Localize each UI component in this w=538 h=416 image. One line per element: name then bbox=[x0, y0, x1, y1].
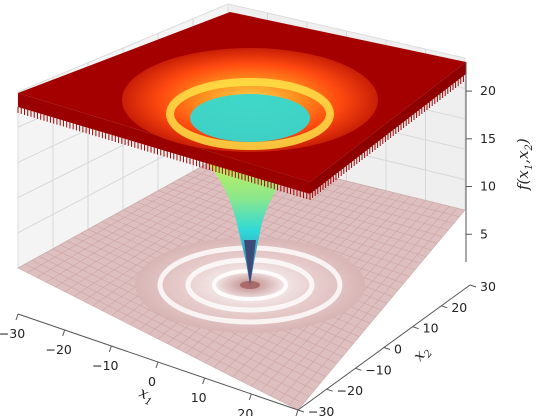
y-axis-ticks: −30−20−100 10 20 30 bbox=[297, 279, 496, 416]
surface-fringe bbox=[17, 74, 467, 200]
z-tick-label: 5 bbox=[480, 226, 488, 241]
surface-funnel-tip bbox=[244, 240, 256, 285]
y-tick-label: −30 bbox=[308, 404, 334, 416]
z-axis-label: f(x1,x2) bbox=[514, 138, 535, 191]
x-tick-label: 10 bbox=[191, 390, 207, 405]
y-tick-label: 10 bbox=[423, 321, 439, 336]
y-tick-mark bbox=[412, 326, 419, 330]
y-tick-label: −10 bbox=[365, 362, 391, 377]
x-tick-label: 0 bbox=[148, 374, 156, 389]
floor-grid-line bbox=[297, 209, 466, 411]
x-tick-label: −20 bbox=[45, 342, 71, 357]
x-tick-label: 20 bbox=[237, 406, 253, 416]
y-tick-label: 20 bbox=[451, 300, 467, 315]
floor-grid-line bbox=[288, 207, 458, 406]
x-tick-label: −30 bbox=[0, 326, 25, 341]
x-tick-mark bbox=[202, 377, 206, 385]
surface-plateau-front-left bbox=[18, 93, 310, 194]
x-tick-mark bbox=[155, 361, 159, 369]
y-tick-label: 30 bbox=[480, 279, 496, 294]
y-tick-label: −20 bbox=[337, 383, 363, 398]
x-tick-mark bbox=[62, 329, 66, 337]
z-axis-ticks: 5 10 15 20 bbox=[466, 83, 496, 241]
z-tick-label: 20 bbox=[480, 83, 496, 98]
y-tick-mark bbox=[441, 305, 448, 309]
x-tick-mark bbox=[295, 409, 299, 416]
z-tick-label: 15 bbox=[480, 131, 496, 146]
z-tick-label: 10 bbox=[480, 179, 496, 194]
y-tick-mark bbox=[383, 347, 391, 350]
y-tick-mark bbox=[297, 409, 305, 413]
y-tick-mark bbox=[355, 367, 362, 371]
floor-grid-line bbox=[279, 205, 450, 401]
x-tick-label: −10 bbox=[92, 358, 118, 373]
surface-plateau-front-right bbox=[310, 62, 466, 194]
surface-bowl-inner bbox=[190, 94, 310, 142]
y-axis-label: x2 bbox=[409, 342, 435, 367]
x-tick-mark bbox=[248, 393, 252, 401]
y-tick-label: 0 bbox=[394, 342, 402, 357]
surface-bowl-yellow-ring bbox=[166, 78, 334, 150]
y-tick-mark bbox=[326, 388, 333, 392]
y-tick-mark bbox=[469, 284, 477, 288]
x-tick-mark bbox=[15, 313, 19, 321]
x-tick-mark bbox=[108, 345, 112, 353]
